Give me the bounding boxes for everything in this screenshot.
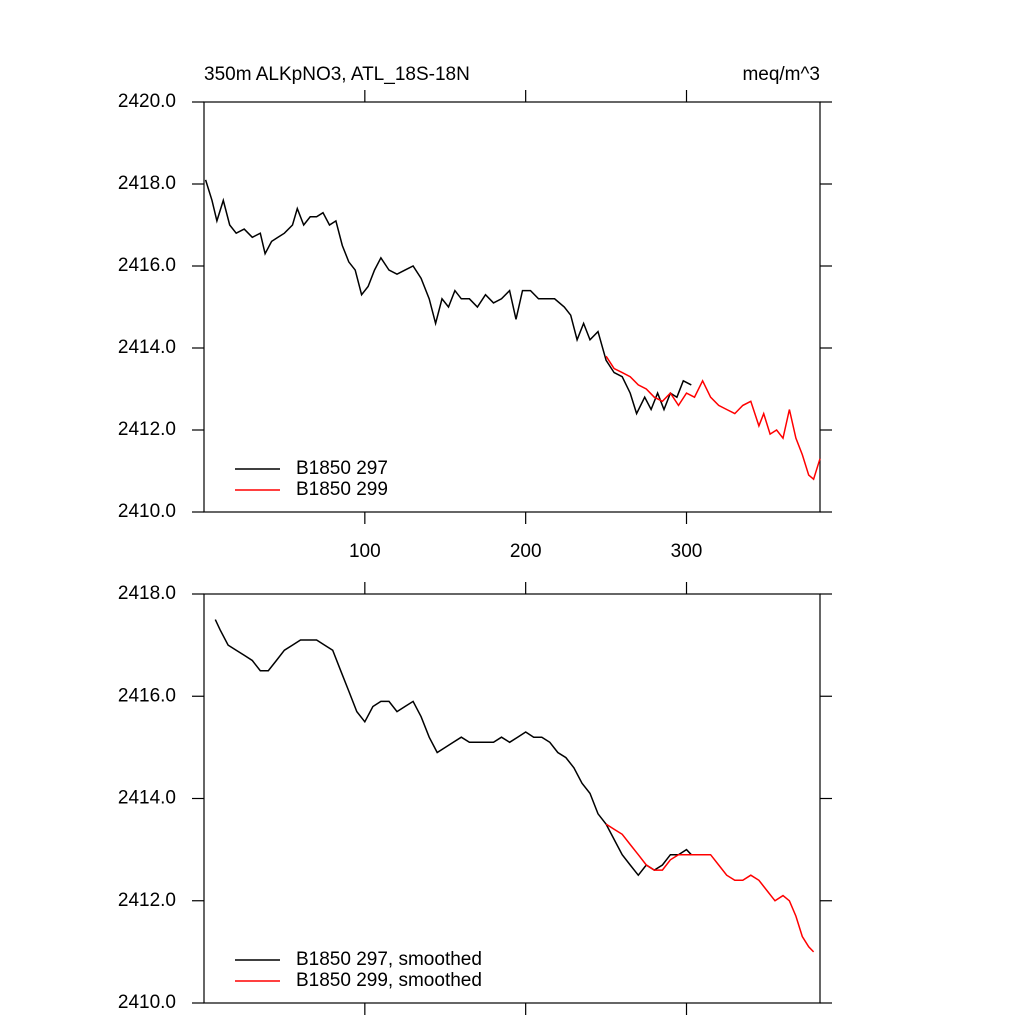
series-line (605, 355, 821, 481)
x-tick-label: 100 (349, 541, 381, 562)
legend-label: B1850 299 (296, 479, 388, 500)
plot-frame (203, 593, 821, 1004)
y-tick-label: 2414.0 (118, 788, 176, 809)
y-tick-label: 2416.0 (118, 255, 176, 276)
y-tick-label: 2410.0 (118, 992, 176, 1013)
series-line (605, 823, 815, 953)
y-tick-label: 2416.0 (118, 685, 176, 706)
x-tick-label: 200 (510, 541, 542, 562)
series-line (214, 619, 692, 877)
y-tick-label: 2412.0 (118, 890, 176, 911)
series-line (204, 179, 692, 416)
y-tick-label: 2414.0 (118, 337, 176, 358)
y-tick-label: 2418.0 (118, 173, 176, 194)
y-tick-label: 2420.0 (118, 91, 176, 112)
y-tick-label: 2410.0 (118, 501, 176, 522)
y-tick-label: 2412.0 (118, 419, 176, 440)
legend-label: B1850 297 (296, 458, 388, 479)
legend-label: B1850 297, smoothed (296, 949, 482, 970)
units-label: meq/m^3 (742, 64, 820, 85)
x-tick-label: 300 (671, 541, 703, 562)
chart-title: 350m ALKpNO3, ATL_18S-18N (204, 64, 470, 85)
plot-frame (203, 101, 821, 513)
legend-label: B1850 299, smoothed (296, 970, 482, 991)
y-tick-label: 2418.0 (118, 583, 176, 604)
